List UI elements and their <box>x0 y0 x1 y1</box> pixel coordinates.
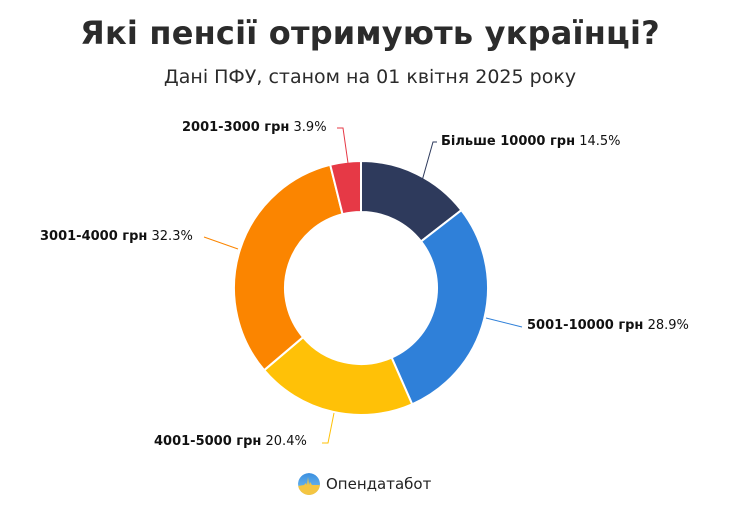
leader-lines <box>203 127 523 444</box>
donut-slice <box>390 209 489 406</box>
leader-line-3001-4000 <box>203 236 239 250</box>
slice-category: 2001-3000 грн <box>182 120 290 135</box>
slice-percent: 32.3% <box>151 229 193 244</box>
slice-percent: 3.9% <box>293 120 327 135</box>
leader-line-5001-10000 <box>485 317 523 328</box>
leader-line-2001-3000 <box>337 127 349 164</box>
slice-category: Більше 10000 грн <box>441 134 576 149</box>
slice-percent: 20.4% <box>265 434 307 449</box>
slice-label-over-10000: Більше 10000 грн 14.5% <box>441 134 621 149</box>
brand-name: Опендатабот <box>326 475 432 493</box>
slice-label-4001-5000: 4001-5000 грн 20.4% <box>154 434 307 449</box>
brand-footer: Опендатабот <box>298 473 431 495</box>
chart-title: Які пенсії отримують українці? <box>80 14 660 52</box>
slice-category: 3001-4000 грн <box>40 229 148 244</box>
donut-slice <box>233 163 344 372</box>
leader-line-4001-5000 <box>322 412 335 444</box>
donut-slices <box>233 160 489 416</box>
slice-category: 5001-10000 грн <box>527 318 644 333</box>
chart-subtitle: Дані ПФУ, станом на 01 квітня 2025 року <box>163 66 577 88</box>
slice-percent: 14.5% <box>579 134 621 149</box>
leader-line-over-10000 <box>419 141 437 189</box>
slice-percent: 28.9% <box>647 318 689 333</box>
opendatabot-logo-icon <box>298 473 320 495</box>
slice-label-5001-10000: 5001-10000 грн 28.9% <box>527 318 689 333</box>
slice-label-2001-3000: 2001-3000 грн 3.9% <box>182 120 327 135</box>
donut-slice <box>329 160 362 216</box>
slice-label-3001-4000: 3001-4000 грн 32.3% <box>40 229 193 244</box>
slice-category: 4001-5000 грн <box>154 434 262 449</box>
